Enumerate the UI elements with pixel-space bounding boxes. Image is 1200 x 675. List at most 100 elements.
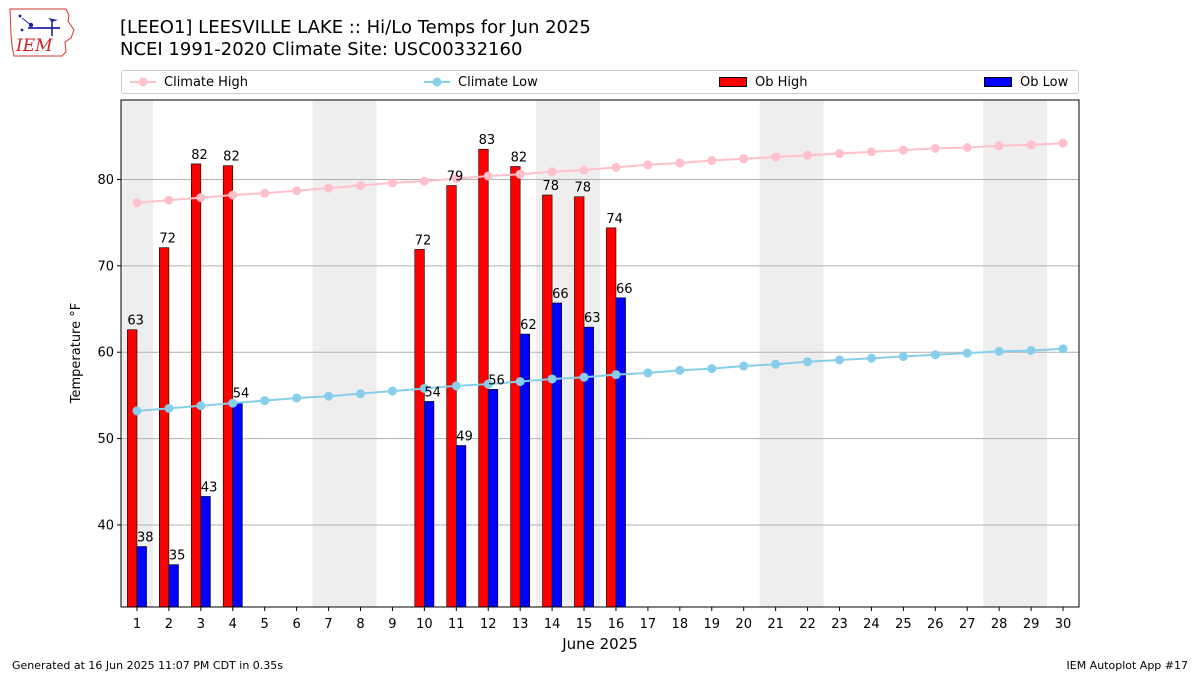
x-tick-label: 14	[544, 617, 561, 632]
climate-high-point	[579, 165, 589, 175]
climate-low-point	[515, 377, 525, 387]
climate-low-point	[579, 372, 589, 382]
ob-low-label: 49	[456, 429, 473, 444]
x-tick-label: 7	[324, 617, 332, 632]
climate-high-point	[994, 141, 1004, 151]
ob-low-label: 62	[520, 318, 537, 333]
legend-label-ob-low: Ob Low	[1020, 74, 1069, 90]
x-tick-label: 15	[576, 617, 593, 632]
legend-item-ob-low: Ob Low	[984, 71, 1068, 93]
y-tick-label: 50	[97, 432, 114, 447]
climate-low-point	[1058, 344, 1068, 354]
ob-low-bar	[519, 333, 531, 608]
weekend-band	[312, 100, 345, 607]
ob-high-label: 63	[127, 314, 144, 329]
ob-high-label: 72	[159, 232, 176, 247]
y-tick-label: 70	[97, 259, 114, 274]
x-tick-label: 23	[831, 617, 848, 632]
climate-low-point	[260, 396, 270, 406]
ob-low-label: 63	[584, 311, 601, 326]
ob-high-bar	[190, 163, 202, 608]
x-tick-label: 8	[356, 617, 364, 632]
ob-high-label: 72	[415, 233, 432, 248]
climate-high-point	[228, 190, 238, 200]
climate-low-point	[803, 357, 813, 367]
x-tick-label: 16	[608, 617, 625, 632]
ob-high-bar	[446, 185, 457, 608]
ob-high-label: 74	[606, 212, 623, 227]
ob-low-bar	[487, 389, 499, 608]
climate-high-swatch-icon	[130, 77, 156, 87]
climate-low-point	[707, 364, 717, 374]
y-tick-label: 40	[97, 518, 114, 533]
ob-low-bar	[551, 302, 562, 608]
climate-low-point	[1026, 345, 1036, 355]
legend-item-climate-low: Climate Low	[424, 71, 538, 93]
climate-high-point	[164, 195, 174, 205]
x-tick-label: 20	[735, 617, 752, 632]
climate-low-swatch-icon	[424, 77, 450, 87]
climate-high-point	[324, 183, 334, 193]
x-tick-label: 2	[165, 617, 173, 632]
y-axis-ticks: 40 50 60 70 80	[97, 173, 121, 533]
x-tick-label: 11	[448, 617, 465, 632]
ob-high-label: 78	[574, 181, 591, 196]
ob-high-bar	[606, 227, 617, 608]
ob-low-swatch-icon	[984, 77, 1012, 87]
ob-low-label: 56	[488, 373, 505, 388]
x-tick-label: 24	[863, 617, 880, 632]
climate-high-point	[196, 193, 206, 203]
climate-high-point	[356, 181, 365, 191]
x-tick-label: 29	[1023, 617, 1040, 632]
ob-high-label: 83	[479, 133, 496, 148]
legend-item-climate-high: Climate High	[130, 71, 248, 93]
x-tick-label: 21	[767, 617, 784, 632]
weekend-band	[791, 100, 824, 607]
ob-high-swatch-icon	[719, 77, 747, 87]
climate-high-point	[1026, 140, 1036, 150]
bar-series	[127, 148, 626, 608]
climate-low-point	[866, 353, 876, 363]
chart-subtitle: NCEI 1991-2020 Climate Site: USC00332160	[120, 39, 523, 60]
ob-high-label: 82	[191, 148, 208, 163]
ob-high-label: 79	[447, 170, 464, 185]
climate-low-point	[611, 370, 621, 380]
ob-high-bar	[159, 247, 170, 608]
iem-logo: IEM	[9, 8, 75, 57]
legend-item-ob-high: Ob High	[719, 71, 808, 93]
ob-high-bar	[510, 166, 521, 608]
line-series	[132, 138, 1068, 416]
ob-low-label: 66	[552, 287, 569, 302]
ob-high-label: 78	[543, 179, 560, 194]
climate-low-point	[419, 383, 429, 393]
x-tick-label: 27	[959, 617, 976, 632]
ob-high-bar	[478, 148, 489, 608]
plot-frame	[120, 99, 1080, 608]
ob-low-bar	[455, 445, 467, 608]
climate-high-point	[1058, 138, 1068, 148]
climate-high-point	[483, 171, 493, 181]
climate-high-point	[643, 160, 653, 170]
ob-high-bar	[542, 194, 553, 608]
ob-high-bar	[414, 249, 425, 608]
climate-high-line	[136, 142, 1064, 204]
climate-high-point	[292, 186, 302, 196]
climate-high-point	[547, 167, 557, 177]
ob-low-bar	[168, 564, 179, 608]
ob-low-bar	[200, 496, 211, 608]
grid-lines	[121, 178, 1079, 526]
ob-low-label: 43	[201, 480, 218, 495]
x-tick-label: 10	[416, 617, 433, 632]
ob-high-bar	[222, 165, 234, 608]
bar-labels: 63 72 82 82 72 79 83 82 78 78 74 38 35 43 54 54 49 56 62 66…	[127, 133, 632, 563]
x-tick-label: 25	[895, 617, 912, 632]
chart-title: [LEEO1] LEESVILLE LAKE :: Hi/Lo Temps fo…	[120, 17, 591, 38]
footer-generated-text: Generated at 16 Jun 2025 11:07 PM CDT in…	[12, 659, 284, 672]
x-tick-label: 5	[261, 617, 269, 632]
climate-low-point	[356, 389, 365, 399]
ob-high-label: 82	[223, 150, 240, 165]
climate-high-point	[387, 178, 397, 188]
x-tick-label: 28	[991, 617, 1008, 632]
climate-low-point	[387, 386, 397, 396]
